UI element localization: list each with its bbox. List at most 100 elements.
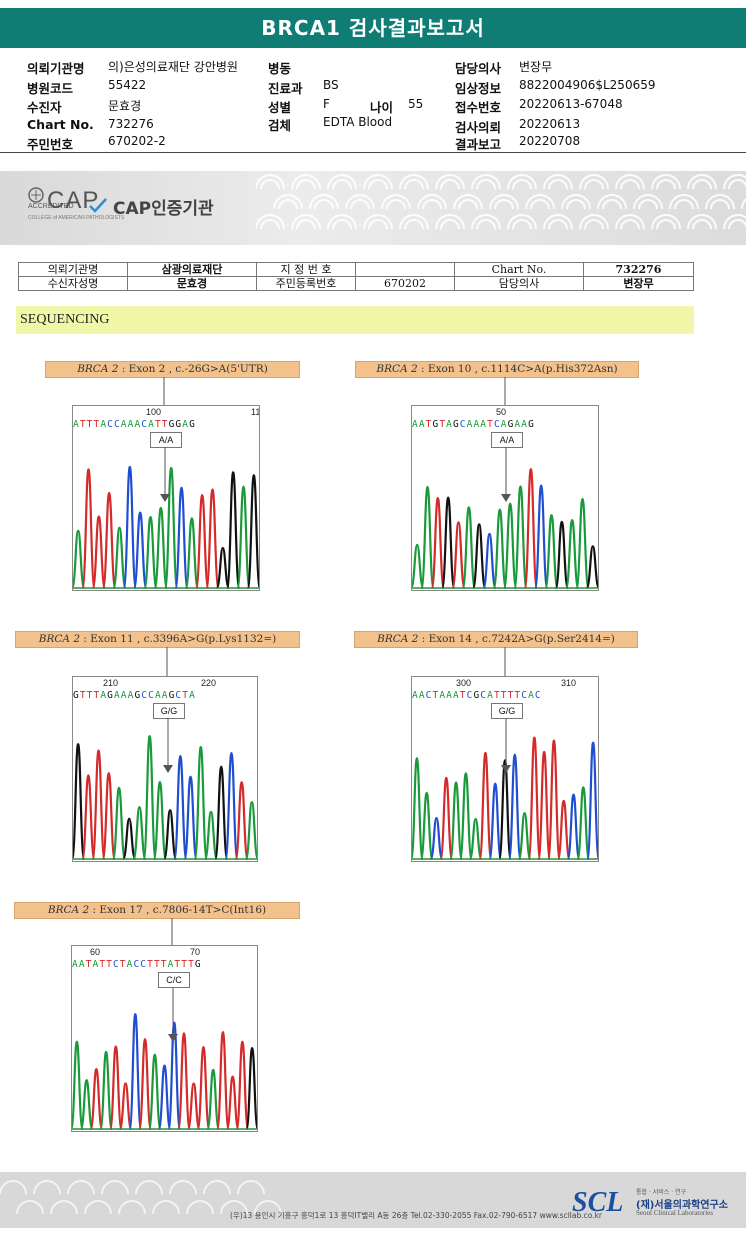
chart-value: 732276 xyxy=(108,117,154,131)
age-value: 55 xyxy=(408,97,424,111)
scl-logo: SCL xyxy=(572,1187,624,1218)
report-date-value: 20220708 xyxy=(519,134,581,148)
ward-label: 병동 xyxy=(268,61,292,76)
chromatogram: 100 11 ATTTACCAAACATTGGAG A/A xyxy=(72,405,260,591)
genotype-call: A/A xyxy=(491,432,523,448)
clinical-label: 임상정보 xyxy=(455,81,502,96)
arrow-icon xyxy=(501,447,511,502)
chromatogram: 300 310 AACTAAATCGCATTTTCAC G/G xyxy=(411,676,599,862)
checkmark-icon xyxy=(88,197,108,217)
variant-label: BRCA 2 : Exon 14 , c.7242A>G(p.Ser2414=) xyxy=(354,631,638,648)
cap-college: COLLEGE of AMERICAN PATHOLOGISTS xyxy=(28,215,125,221)
table-cell: 의뢰기관명 xyxy=(18,262,128,277)
receipt-label: 접수번호 xyxy=(455,100,502,115)
decorative-cloud-pattern xyxy=(256,174,746,230)
dept-label: 진료과 xyxy=(268,81,303,96)
footer-pattern xyxy=(0,1180,282,1215)
footer xyxy=(0,1172,746,1228)
sequencing-band xyxy=(16,306,694,334)
dept-value: BS xyxy=(323,78,339,92)
footer-address: (우)13 용인시 기흥구 흥덕1로 13 흥덕IT밸리 A동 26층 Tel.… xyxy=(230,1211,602,1220)
table-cell: 담당의사 xyxy=(454,276,584,291)
base-sequence: GTTTAGAAAGCCAAGCTA xyxy=(73,690,196,701)
patient-value: 문효경 xyxy=(108,99,142,113)
genotype-call: A/A xyxy=(150,432,182,448)
cap-logo: CAP xyxy=(47,187,100,214)
table-cell: 670202 xyxy=(355,276,455,291)
divider xyxy=(0,152,746,153)
genotype-call: G/G xyxy=(491,703,523,719)
position-number: 70 xyxy=(190,947,201,957)
base-sequence: AATATTCTACCTTTATTTG xyxy=(72,959,202,970)
trace-plot xyxy=(73,465,259,590)
gene-name: BRCA 2 xyxy=(77,363,119,375)
code-value: 55422 xyxy=(108,78,147,92)
table-cell: 변장무 xyxy=(583,276,694,291)
chart-label: Chart No. xyxy=(27,117,94,132)
variant-label: BRCA 2 : Exon 10 , c.1114C>A(p.His372Asn… xyxy=(355,361,639,378)
specimen-label: 검체 xyxy=(268,118,292,133)
arrow-icon xyxy=(160,447,170,502)
doctor-label: 담당의사 xyxy=(455,61,502,76)
table-cell: 수신자성명 xyxy=(18,276,128,291)
trace-plot xyxy=(412,736,598,861)
rrn-label: 주민번호 xyxy=(27,137,74,152)
table-cell xyxy=(355,262,455,277)
chromatogram: 60 70 AATATTCTACCTTTATTTG C/C xyxy=(71,945,258,1132)
report-title: BRCA1 검사결과보고서 xyxy=(0,8,746,48)
scl-name-en: Seoul Clinical Laboratories xyxy=(636,1209,713,1217)
arrow-icon xyxy=(163,718,173,773)
position-number: 310 xyxy=(561,678,577,688)
chromatogram: 50 AATGTAGCAAATCAGAAG A/A xyxy=(411,405,599,591)
variant-label: BRCA 2 : Exon 17 , c.7806-14T>C(Int16) xyxy=(14,902,300,919)
genotype-call: C/C xyxy=(158,972,190,988)
table-cell: 732276 xyxy=(583,262,694,277)
variant-label: BRCA 2 : Exon 2 , c.-26G>A(5'UTR) xyxy=(45,361,300,378)
variant-detail: : Exon 10 , c.1114C>A(p.His372Asn) xyxy=(421,363,618,375)
table-row: 의뢰기관명 삼광의료재단 지 정 번 호 Chart No. 732276 xyxy=(18,262,694,277)
table-row: 수신자성명 문효경 주민등록번호 670202 담당의사 변장무 xyxy=(18,276,694,291)
position-number: 220 xyxy=(201,678,217,688)
gene-name: BRCA 2 xyxy=(38,633,81,645)
arrow-icon xyxy=(168,987,178,1042)
cap-accredited: ACCREDITED xyxy=(28,203,74,210)
hospital-label: 의뢰기관명 xyxy=(27,61,85,76)
gene-name: BRCA 2 xyxy=(376,363,418,375)
section-title: SEQUENCING xyxy=(20,312,110,327)
cap-emblem-icon xyxy=(27,186,45,204)
doctor-value: 변장무 xyxy=(519,60,553,74)
gene-name: BRCA 2 xyxy=(47,904,90,916)
specimen-value: EDTA Blood xyxy=(323,115,393,129)
report-date-label: 결과보고 xyxy=(455,137,502,152)
hospital-value: 의)은성의료재단 강안병원 xyxy=(108,60,238,74)
rrn-value: 670202-2 xyxy=(108,134,166,148)
table-cell: 지 정 번 호 xyxy=(256,262,356,277)
gene-name: BRCA 2 xyxy=(377,633,419,645)
table-cell: Chart No. xyxy=(454,262,584,277)
patient-table: 의뢰기관명 삼광의료재단 지 정 번 호 Chart No. 732276 수신… xyxy=(18,262,694,291)
position-number: 50 xyxy=(496,407,507,417)
position-number: 11 xyxy=(251,407,260,417)
chromatogram: 210 220 GTTTAGAAAGCCAAGCTA G/G xyxy=(72,676,258,862)
scl-tagline: 통합 · 서비스 · 연구 xyxy=(636,1189,687,1196)
variant-detail: : Exon 17 , c.7806-14T>C(Int16) xyxy=(92,904,267,916)
genotype-call: G/G xyxy=(153,703,185,719)
base-sequence: AACTAAATCGCATTTTCAC xyxy=(412,690,542,701)
trace-plot xyxy=(412,468,598,590)
trace-plot xyxy=(72,1013,257,1131)
variant-detail: : Exon 2 , c.-26G>A(5'UTR) xyxy=(121,363,268,375)
clinical-value: 8822004906$L250659 xyxy=(519,78,656,92)
receipt-value: 20220613-67048 xyxy=(519,97,623,111)
table-cell: 문효경 xyxy=(127,276,257,291)
variant-detail: : Exon 14 , c.7242A>G(p.Ser2414=) xyxy=(421,633,615,645)
cap-banner xyxy=(0,171,746,245)
trace-plot xyxy=(73,735,257,861)
arrow-icon xyxy=(501,718,511,773)
variant-detail: : Exon 11 , c.3396A>G(p.Lys1132=) xyxy=(83,633,277,645)
code-label: 병원코드 xyxy=(27,81,74,96)
sex-label: 성별 xyxy=(268,100,292,115)
position-number: 300 xyxy=(456,678,472,688)
position-number: 60 xyxy=(90,947,101,957)
base-sequence: AATGTAGCAAATCAGAAG xyxy=(412,419,535,430)
sex-value: F xyxy=(323,97,330,111)
